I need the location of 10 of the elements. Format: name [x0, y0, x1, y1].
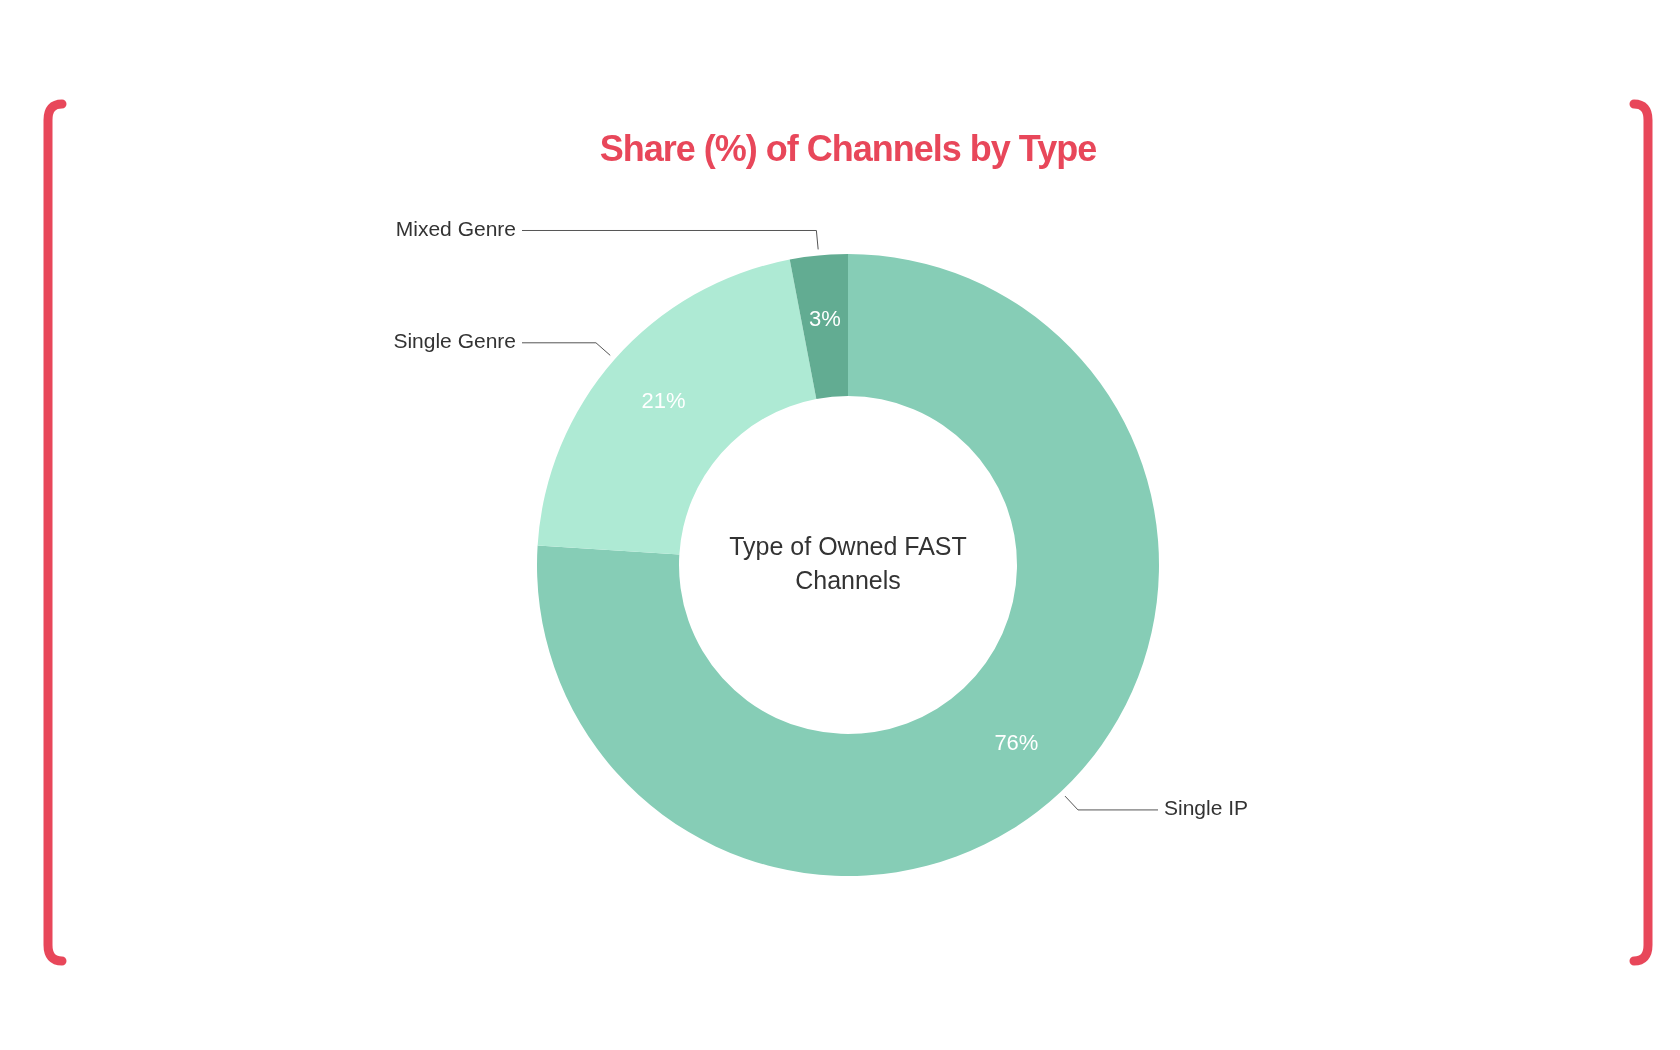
slice-label: Mixed Genre [395, 217, 516, 241]
slice-label: Single Genre [393, 329, 516, 353]
data-label: 21% [641, 388, 686, 414]
slice-label: Single IP [1164, 796, 1249, 820]
chart-title: Share (%) of Channels by Type [599, 128, 1097, 169]
donut-slice [537, 254, 1159, 876]
data-label: 3% [808, 305, 841, 331]
donut-slice [789, 254, 848, 399]
data-label: 76% [994, 730, 1039, 756]
text: Type of Owned FAST Channels [729, 531, 967, 594]
